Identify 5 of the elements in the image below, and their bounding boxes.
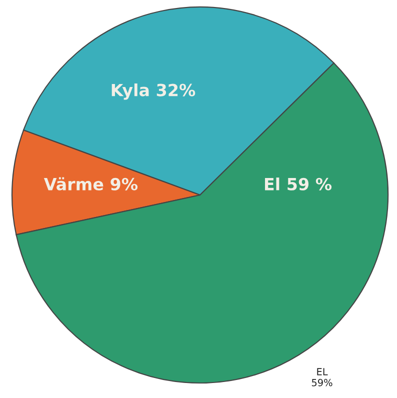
slice-label: Kyla 32% bbox=[112, 83, 196, 100]
data-label: 59% bbox=[312, 378, 332, 386]
slice-label: El 59 % bbox=[264, 178, 332, 190]
text: EL bbox=[317, 368, 328, 376]
slice-label: Värme 9% bbox=[44, 177, 138, 190]
